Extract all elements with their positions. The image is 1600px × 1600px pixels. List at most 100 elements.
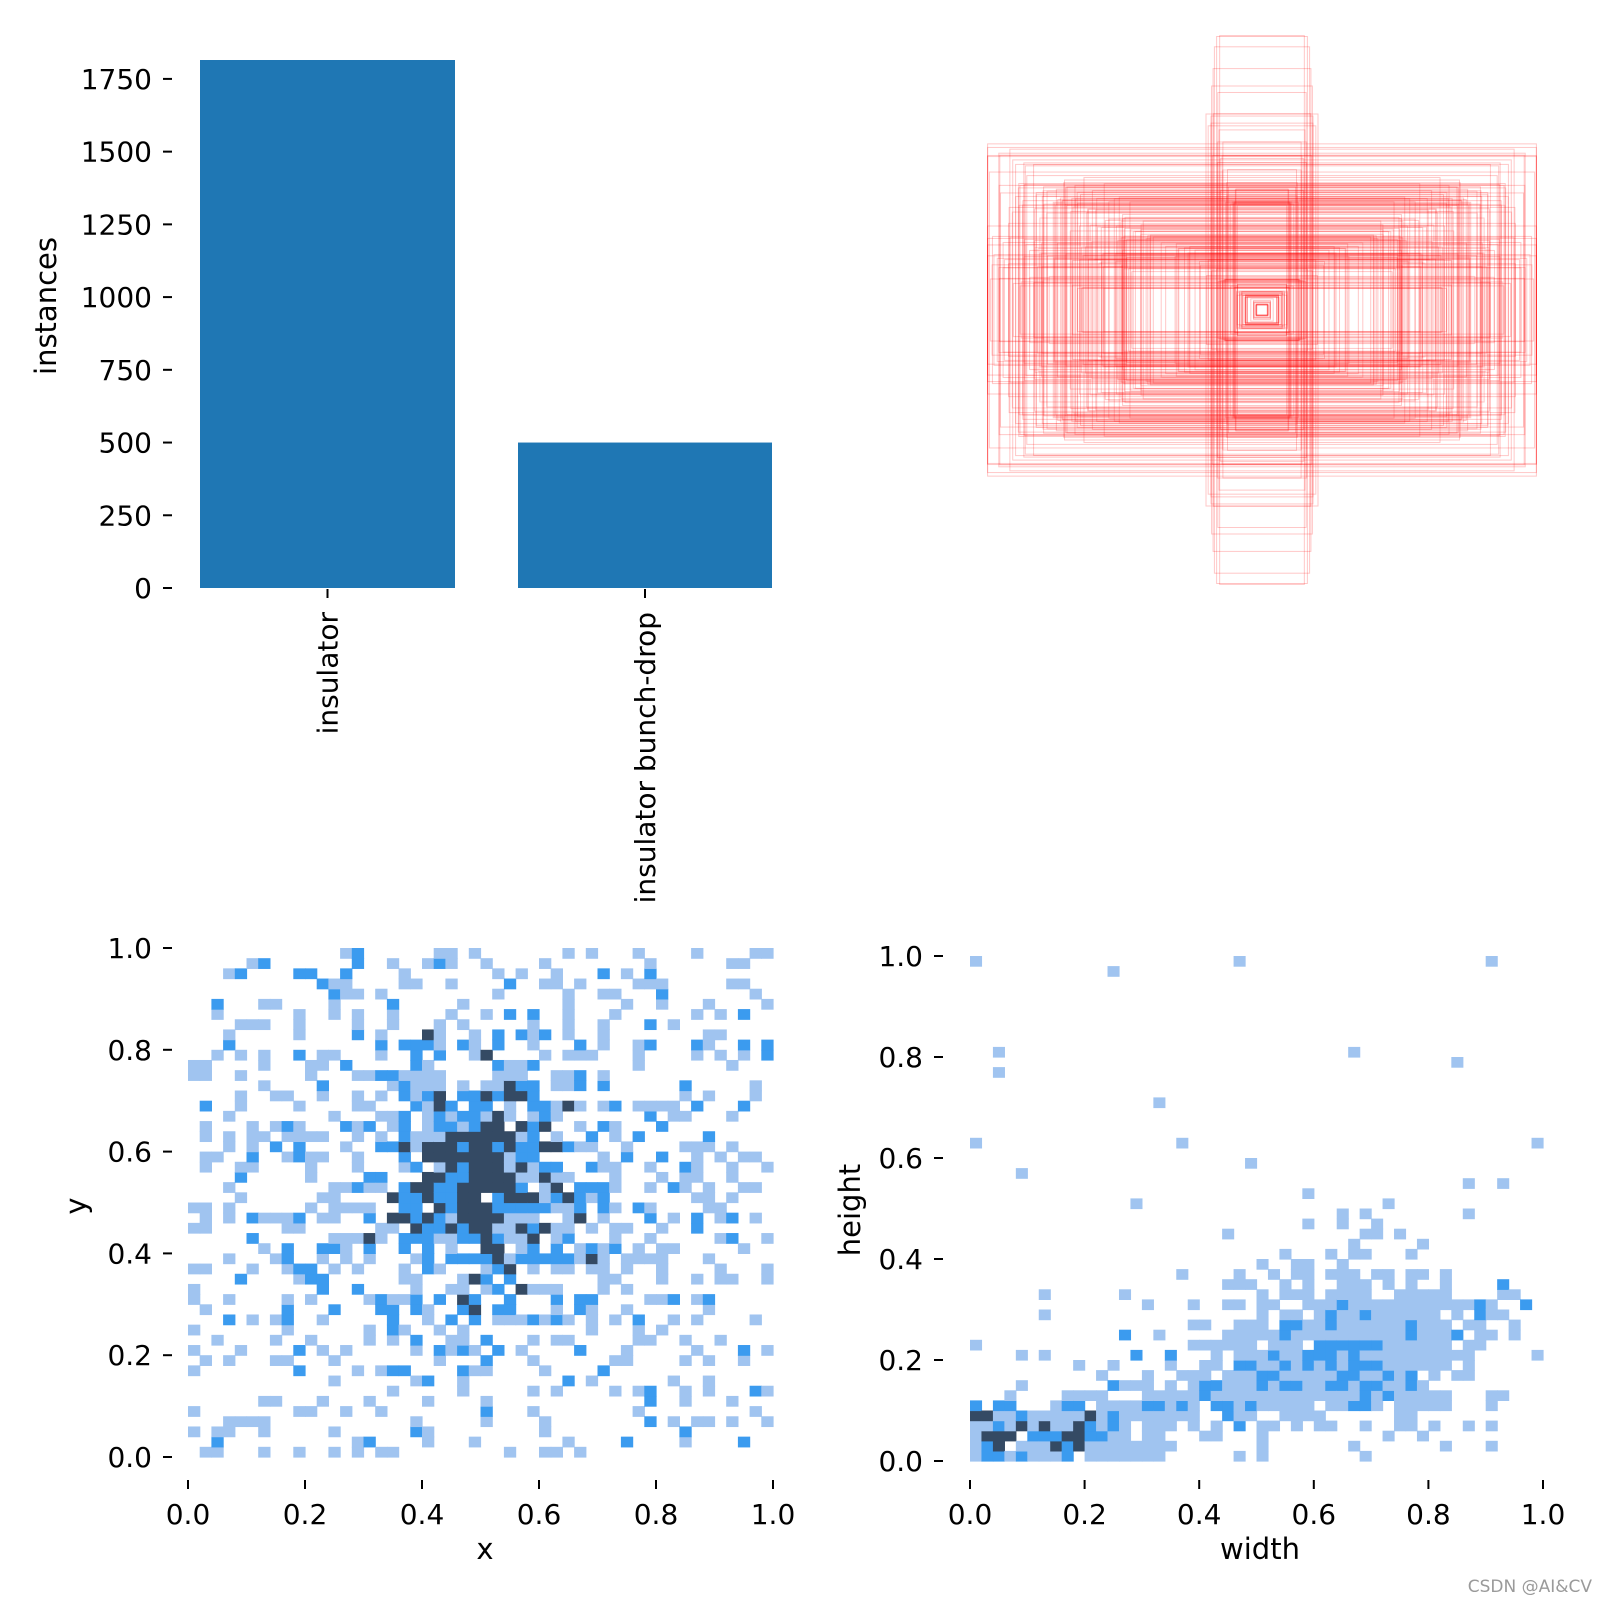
xy-bin — [258, 1059, 271, 1071]
xy-bin — [386, 1304, 400, 1316]
bbox-outline — [1128, 268, 1396, 352]
bbox-outline — [1229, 203, 1295, 417]
wh-bin — [1096, 1440, 1109, 1452]
xy-bin — [480, 1090, 493, 1102]
wh-bin — [1416, 1299, 1429, 1311]
bbox-outline — [1140, 224, 1384, 396]
wh-bin — [1359, 1400, 1372, 1412]
wh-bin — [1107, 966, 1120, 977]
wh-bin — [1279, 1248, 1292, 1260]
xy-bin — [375, 1070, 388, 1081]
xy-bin — [527, 1243, 540, 1254]
wh-bin — [1107, 1380, 1120, 1391]
xy-bin — [609, 1385, 622, 1397]
xy-bin — [503, 1253, 517, 1265]
wh-bin — [1084, 1390, 1097, 1401]
xy-bin — [293, 1345, 306, 1356]
wh-bin — [1405, 1410, 1418, 1422]
xy-bin — [363, 1121, 376, 1132]
xy-bin — [328, 1355, 341, 1366]
wh-bin — [1405, 1329, 1418, 1341]
bbox-outline — [1211, 270, 1313, 350]
xy-bin — [351, 1131, 365, 1143]
xy-bin — [515, 1212, 528, 1224]
bbox-outline — [1022, 204, 1502, 416]
xy-bin — [457, 1233, 470, 1244]
wh-bin — [1325, 1248, 1338, 1260]
wh-bin — [1233, 1370, 1246, 1381]
xy-bin — [269, 1212, 283, 1224]
bbox-outline — [987, 143, 1537, 477]
wh-bin — [1245, 1329, 1258, 1341]
xy-bin — [445, 1161, 458, 1173]
wh-bin — [1210, 1420, 1223, 1432]
xy-bin — [515, 1080, 528, 1092]
wh-bin — [1210, 1349, 1223, 1361]
xy-bin — [234, 1345, 248, 1356]
wh-bin — [1371, 1309, 1384, 1321]
wh-bin — [1027, 1430, 1040, 1442]
xy-bin — [539, 1141, 552, 1153]
wh-bin — [1382, 1319, 1395, 1331]
xy-bin — [328, 1009, 341, 1020]
xy-bin — [609, 1314, 622, 1326]
xy-bin — [328, 1304, 341, 1316]
wh-bin — [1462, 1360, 1475, 1371]
xy-bin — [539, 1100, 552, 1112]
wh-bin — [1096, 1420, 1109, 1432]
bbox-outline — [1023, 238, 1501, 382]
wh-bin — [1336, 1279, 1349, 1290]
bbox-outline — [999, 154, 1525, 466]
wh-bin — [1153, 1420, 1166, 1432]
wh-bin — [1439, 1400, 1452, 1412]
wh-bin — [1382, 1198, 1395, 1210]
xy-bin — [480, 1243, 493, 1254]
wh-bin — [970, 1440, 983, 1452]
xy-bin — [422, 1426, 435, 1438]
xy-bin — [316, 1151, 329, 1163]
wh-bin — [1290, 1370, 1303, 1381]
xy-bin — [386, 1121, 400, 1132]
xy-bin — [445, 978, 458, 990]
bar-ytick-label: 1750 — [81, 63, 152, 96]
wh-bin — [1267, 1329, 1281, 1341]
wh-bin — [1233, 956, 1246, 967]
bbox-outline — [1046, 190, 1478, 430]
bbox-outline — [1072, 284, 1452, 336]
wh-bin — [981, 1410, 994, 1422]
bbox-outline — [1019, 184, 1505, 436]
xy-bin — [363, 1202, 376, 1214]
xy-bin — [433, 1345, 446, 1356]
wh-ytick-label: 0.0 — [878, 1445, 923, 1478]
xy-bin — [316, 1253, 329, 1265]
wh-bin — [1061, 1400, 1074, 1412]
xy-bin — [433, 1029, 446, 1041]
wh-bin — [1348, 1289, 1361, 1300]
wh-bin — [1061, 1440, 1074, 1452]
wh-bin — [1256, 1259, 1269, 1270]
wh-bin — [1405, 1248, 1418, 1260]
wh-bin — [1153, 1430, 1166, 1442]
xy-bin — [726, 1273, 739, 1285]
wh-bin — [1073, 1410, 1086, 1422]
xy-bin — [293, 1446, 306, 1458]
bbox-outline — [1216, 141, 1308, 479]
xy-bin — [515, 1314, 528, 1326]
bar-ytick-label: 750 — [99, 354, 152, 387]
xy-bin — [480, 1080, 493, 1092]
bbox-outline — [1029, 276, 1495, 344]
xy-bin — [199, 1446, 212, 1458]
xy-bin — [445, 1100, 458, 1112]
wh-bin — [1451, 1349, 1464, 1361]
xy-bin — [199, 1161, 212, 1173]
xy-bin — [375, 1171, 388, 1183]
wh-bin — [1141, 1400, 1154, 1412]
xy-bin — [188, 1426, 201, 1438]
xy-bin — [702, 1141, 716, 1153]
xy-bin — [515, 1222, 528, 1234]
xy-bin — [574, 1294, 587, 1305]
wh-bin — [1050, 1400, 1063, 1412]
xy-bin — [737, 1039, 751, 1051]
xy-bin — [188, 1070, 201, 1081]
wh-bin — [1061, 1390, 1074, 1401]
